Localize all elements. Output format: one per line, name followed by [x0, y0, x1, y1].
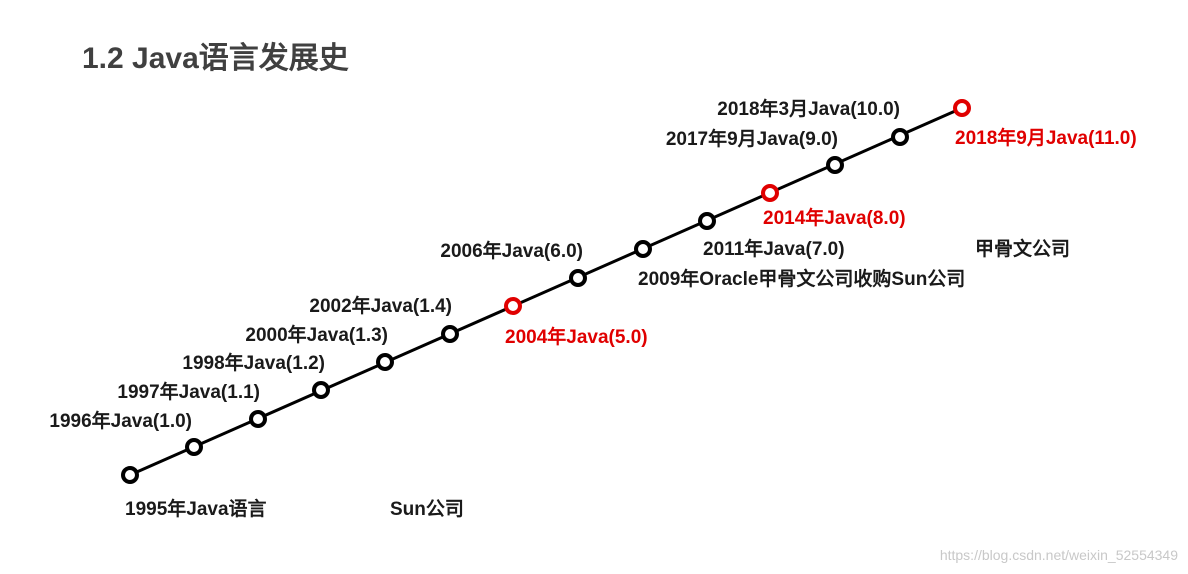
timeline-node [569, 269, 587, 287]
company-label: 甲骨文公司 [975, 237, 1070, 260]
node-label: 2006年Java(6.0) [440, 239, 583, 262]
node-label: 2018年9月Java(11.0) [955, 126, 1137, 149]
node-label: 2014年Java(8.0) [763, 206, 906, 229]
node-label: 1995年Java语言 [125, 497, 267, 520]
node-label: 2017年9月Java(9.0) [666, 127, 838, 150]
timeline-node [312, 381, 330, 399]
node-label: 2004年Java(5.0) [505, 325, 648, 348]
company-label: Sun公司 [390, 498, 464, 520]
timeline-node [249, 410, 267, 428]
title: 1.2 Java语言发展史 [82, 42, 349, 75]
timeline-node [698, 212, 716, 230]
node-label: 2011年Java(7.0) [703, 237, 845, 260]
timeline-node [441, 325, 459, 343]
node-label: 1997年Java(1.1) [117, 380, 260, 403]
timeline-node [953, 99, 971, 117]
node-label: 1996年Java(1.0) [49, 409, 192, 432]
nodes: 1995年Java语言 1996年Java(1.0) 1997年Java(1.1) 1… [49, 97, 1136, 520]
timeline-node [504, 297, 522, 315]
timeline-node [185, 438, 203, 456]
timeline-node [891, 128, 909, 146]
node-label: 2002年Java(1.4) [309, 294, 452, 317]
node-label: 2009年Oracle甲骨文公司收购Sun公司 [638, 267, 965, 290]
timeline-node [761, 184, 779, 202]
node-label: 2000年Java(1.3) [245, 323, 388, 346]
timeline-node [826, 156, 844, 174]
node-label: 1998年Java(1.2) [182, 351, 325, 374]
node-label: 2018年3月Java(10.0) [717, 97, 900, 120]
watermark: https://blog.csdn.net/weixin_52554349 [940, 547, 1178, 563]
timeline-node [634, 240, 652, 258]
timeline-node [376, 353, 394, 371]
timeline-node [121, 466, 139, 484]
timeline-line [129, 106, 963, 477]
